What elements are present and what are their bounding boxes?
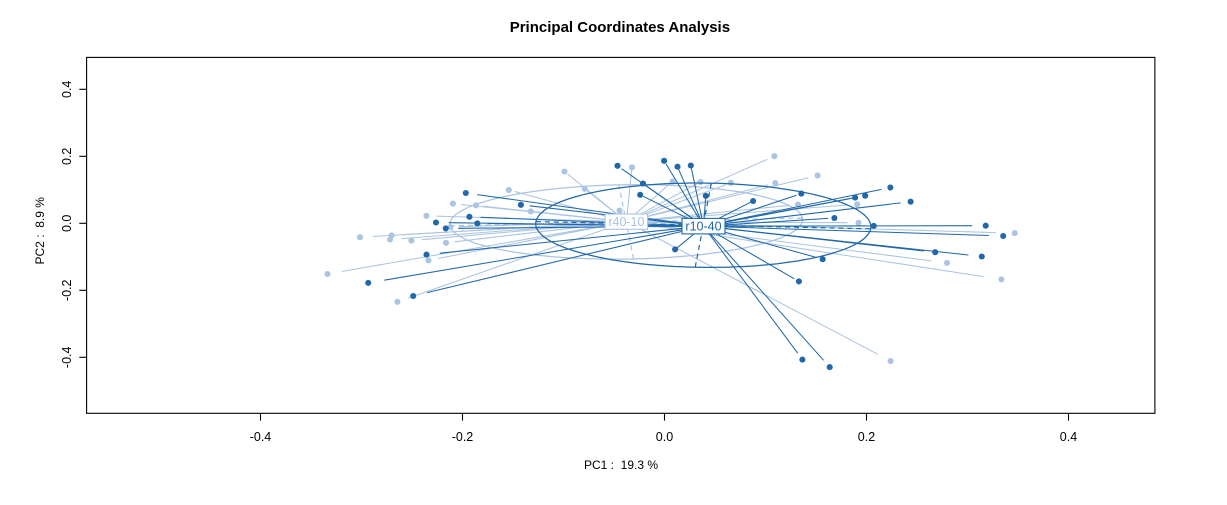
svg-text:-0.2: -0.2: [60, 279, 74, 301]
svg-text:0.4: 0.4: [1060, 430, 1077, 444]
svg-text:-0.2: -0.2: [452, 430, 474, 444]
svg-text:Principal Coordinates Analysis: Principal Coordinates Analysis: [510, 19, 730, 36]
svg-text:r40-10: r40-10: [608, 215, 644, 229]
svg-text:-0.4: -0.4: [250, 430, 272, 444]
svg-text:r10-40: r10-40: [685, 220, 721, 234]
svg-text:0.2: 0.2: [60, 148, 74, 165]
svg-text:0.4: 0.4: [60, 81, 74, 98]
svg-text:PC2 : 8.9 %: PC2 : 8.9 %: [33, 197, 47, 265]
svg-text:0.0: 0.0: [656, 430, 673, 444]
svg-text:-0.4: -0.4: [60, 346, 74, 368]
svg-text:0.0: 0.0: [60, 215, 74, 232]
svg-text:PC1 : 19.3 %: PC1 : 19.3 %: [584, 458, 658, 472]
svg-text:0.2: 0.2: [858, 430, 875, 444]
